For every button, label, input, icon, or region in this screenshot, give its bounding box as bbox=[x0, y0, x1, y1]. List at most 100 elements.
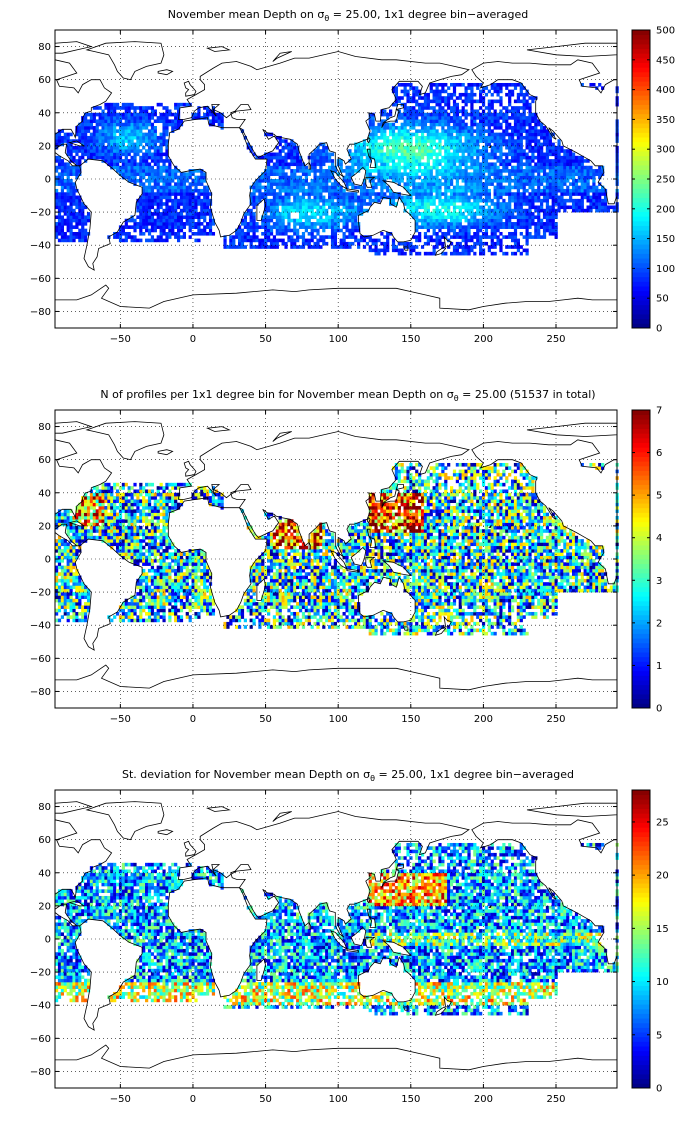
heatmap-cell bbox=[543, 222, 546, 226]
heatmap-cell bbox=[139, 169, 142, 173]
heatmap-cell bbox=[505, 215, 508, 219]
heatmap-cell bbox=[540, 205, 543, 209]
heatmap-cell bbox=[479, 136, 482, 140]
heatmap-cell bbox=[465, 225, 468, 229]
heatmap-cell bbox=[502, 169, 505, 173]
heatmap-cell bbox=[479, 252, 482, 256]
heatmap-cell bbox=[107, 139, 110, 143]
heatmap-cell bbox=[517, 119, 520, 123]
heatmap-cell bbox=[514, 196, 517, 200]
heatmap-cell bbox=[465, 182, 468, 186]
heatmap-cell bbox=[496, 205, 499, 209]
heatmap-cell bbox=[308, 192, 311, 196]
heatmap-cell bbox=[90, 116, 93, 120]
heatmap-cell bbox=[462, 215, 465, 219]
heatmap-cell bbox=[456, 109, 459, 113]
heatmap-cell bbox=[287, 202, 290, 206]
heatmap-cell bbox=[587, 179, 590, 183]
heatmap-cell bbox=[491, 100, 494, 104]
heatmap-cell bbox=[447, 172, 450, 176]
heatmap-cell bbox=[174, 126, 177, 130]
heatmap-cell bbox=[572, 172, 575, 176]
heatmap-cell bbox=[511, 222, 514, 226]
heatmap-cell bbox=[78, 126, 81, 130]
heatmap-cell bbox=[125, 166, 128, 170]
heatmap-cell bbox=[438, 159, 441, 163]
heatmap-cell bbox=[305, 225, 308, 229]
heatmap-cell bbox=[131, 133, 134, 137]
heatmap-cell bbox=[136, 119, 139, 123]
heatmap-cell bbox=[302, 199, 305, 203]
heatmap-cell bbox=[592, 186, 595, 190]
heatmap-cell bbox=[305, 192, 308, 196]
heatmap-cell bbox=[441, 182, 444, 186]
heatmap-cell bbox=[557, 162, 560, 166]
heatmap-cell bbox=[578, 202, 581, 206]
heatmap-cell bbox=[241, 239, 244, 243]
heatmap-cell bbox=[157, 215, 160, 219]
heatmap-cell bbox=[125, 129, 128, 133]
heatmap-cell bbox=[363, 202, 366, 206]
heatmap-cell bbox=[177, 202, 180, 206]
heatmap-cell bbox=[395, 162, 398, 166]
heatmap-cell bbox=[505, 119, 508, 123]
heatmap-cell bbox=[142, 202, 145, 206]
heatmap-cell bbox=[64, 202, 67, 206]
heatmap-cell bbox=[343, 245, 346, 249]
heatmap-cell bbox=[131, 235, 134, 239]
heatmap-cell bbox=[462, 232, 465, 236]
heatmap-cell bbox=[293, 229, 296, 233]
heatmap-cell bbox=[247, 235, 250, 239]
heatmap-cell bbox=[488, 126, 491, 130]
heatmap-cell bbox=[238, 245, 241, 249]
heatmap-cell bbox=[526, 136, 529, 140]
heatmap-cell bbox=[496, 149, 499, 153]
heatmap-cell bbox=[302, 202, 305, 206]
heatmap-cell bbox=[456, 106, 459, 110]
heatmap-cell bbox=[470, 205, 473, 209]
heatmap-cell bbox=[136, 205, 139, 209]
heatmap-cell bbox=[177, 192, 180, 196]
heatmap-cell bbox=[502, 153, 505, 157]
heatmap-cell bbox=[462, 153, 465, 157]
heatmap-cell bbox=[311, 205, 314, 209]
heatmap-cell bbox=[171, 215, 174, 219]
heatmap-cell bbox=[313, 202, 316, 206]
heatmap-cell bbox=[433, 159, 436, 163]
heatmap-cell bbox=[453, 202, 456, 206]
heatmap-cell bbox=[438, 139, 441, 143]
heatmap-cell bbox=[569, 199, 572, 203]
heatmap-cell bbox=[453, 212, 456, 216]
heatmap-cell bbox=[334, 196, 337, 200]
heatmap-cell bbox=[139, 172, 142, 176]
heatmap-cell bbox=[267, 215, 270, 219]
heatmap-cell bbox=[557, 146, 560, 150]
heatmap-cell bbox=[174, 182, 177, 186]
heatmap-cell bbox=[537, 225, 540, 229]
heatmap-cell bbox=[523, 116, 526, 120]
heatmap-cell bbox=[372, 139, 375, 143]
heatmap-cell bbox=[482, 219, 485, 223]
heatmap-cell bbox=[255, 186, 258, 190]
heatmap-cell bbox=[284, 196, 287, 200]
heatmap-cell bbox=[543, 136, 546, 140]
heatmap-cell bbox=[491, 162, 494, 166]
heatmap-cell bbox=[430, 86, 433, 90]
heatmap-cell bbox=[441, 106, 444, 110]
heatmap-cell bbox=[253, 196, 256, 200]
heatmap-cell bbox=[154, 149, 157, 153]
heatmap-cell bbox=[552, 143, 555, 147]
heatmap-cell bbox=[499, 139, 502, 143]
heatmap-cell bbox=[174, 205, 177, 209]
heatmap-cell bbox=[290, 149, 293, 153]
heatmap-cell bbox=[128, 109, 131, 113]
heatmap-cell bbox=[546, 139, 549, 143]
heatmap-cell bbox=[142, 199, 145, 203]
heatmap-cell bbox=[67, 196, 70, 200]
heatmap-cell bbox=[78, 146, 81, 150]
heatmap-cell bbox=[412, 205, 415, 209]
heatmap-cell bbox=[116, 113, 119, 117]
heatmap-cell bbox=[58, 166, 61, 170]
heatmap-cell bbox=[186, 189, 189, 193]
heatmap-cell bbox=[438, 149, 441, 153]
